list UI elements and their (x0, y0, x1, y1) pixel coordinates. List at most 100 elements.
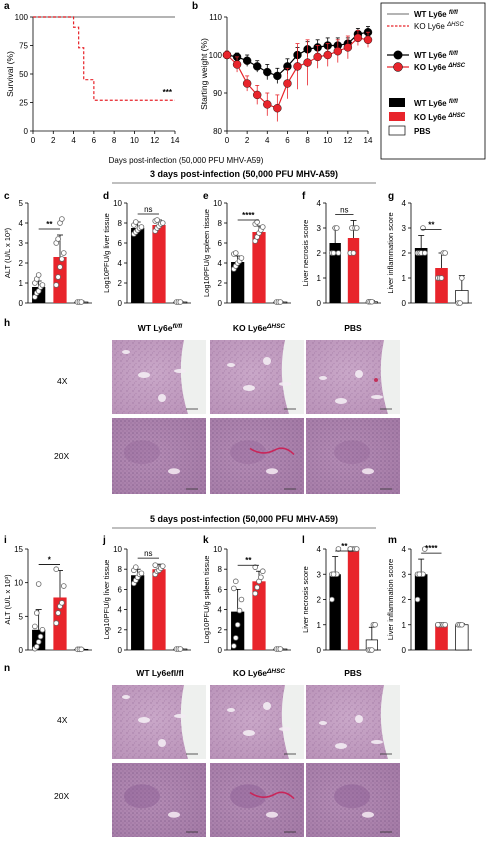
panel-letter-d: d (103, 191, 109, 202)
data-point (236, 607, 243, 614)
y-tick-label: 0 (24, 127, 29, 136)
y-tick-label: 80 (213, 127, 222, 136)
bar (231, 262, 245, 303)
data-point (59, 216, 65, 222)
bar (347, 238, 360, 303)
data-point (442, 621, 448, 628)
data-point (177, 646, 184, 652)
y-tick-label: 2 (317, 249, 322, 258)
alt-chart-day3: 0 1 2 3 4 5 ALT (U/L x 10³) ** (3, 199, 92, 308)
significance-annotation: *** (163, 88, 173, 97)
bar (435, 268, 448, 303)
vessel-lumen (263, 357, 271, 365)
data-point (263, 100, 272, 109)
x-tick-label: 8 (112, 136, 117, 145)
vessel-lumen (266, 811, 278, 818)
histology-h-20x-label: 20X (54, 451, 69, 461)
data-point (421, 250, 428, 256)
y-tick-label: 3 (402, 570, 407, 579)
y-tick-label: 100 (209, 51, 223, 60)
legend-text-bar-ko: KO Ly6e ΔHSC (414, 113, 466, 122)
panel-letter-i: i (4, 535, 7, 546)
y-tick-label: 1 (402, 274, 407, 283)
vessel-lumen (279, 727, 291, 731)
data-point (222, 50, 232, 60)
data-point (369, 298, 375, 305)
x-tick-label: 0 (31, 136, 36, 145)
significance-label: ns (340, 206, 348, 215)
y-tick-label: 2 (118, 279, 123, 288)
histology-grid-day3 (112, 340, 400, 494)
y-tick-label: 75 (19, 42, 28, 51)
data-point (78, 299, 85, 305)
x-tick-label: 8 (305, 136, 310, 145)
data-point (335, 250, 342, 256)
vessel-lumen (319, 721, 327, 725)
vessel-lumen (227, 363, 235, 367)
vessel-lumen (335, 398, 347, 404)
data-point (363, 35, 373, 44)
y-tick-label: 4 (118, 259, 123, 268)
y-tick-label: 10 (213, 545, 222, 554)
bar (53, 257, 67, 303)
y-tick-label: 1 (317, 274, 322, 283)
panel-letter-b: b (192, 1, 198, 12)
micrograph-texture (210, 418, 304, 494)
vessel-lumen (279, 382, 291, 386)
histology-n-20x-label: 20X (54, 791, 69, 801)
panel-letter-m: m (388, 535, 397, 546)
legend-text-bar-wt: WT Ly6e fl/fl (414, 99, 458, 108)
inflammation-focus (334, 440, 370, 465)
y-tick-label: 0 (19, 646, 24, 655)
data-point (154, 217, 160, 223)
x-tick-label: 14 (171, 136, 180, 145)
data-point (414, 596, 421, 603)
data-point (303, 58, 312, 67)
y-tick-label: 0 (402, 646, 407, 655)
x-tick-label: 12 (150, 136, 159, 145)
significance-label: ** (341, 542, 348, 551)
data-point (273, 71, 282, 81)
y-tick-label: 10 (113, 545, 122, 554)
data-point (323, 50, 332, 60)
x-tick-label: 14 (364, 136, 373, 145)
data-point (35, 581, 42, 587)
data-point (369, 647, 375, 653)
legend-marker-wt (393, 50, 403, 60)
vessel-lumen (174, 714, 186, 718)
y-tick-label: 2 (402, 596, 407, 605)
inflammation-focus (230, 784, 266, 809)
significance-label: ns (144, 205, 152, 214)
y-axis-label: Log10PFU/g liver tissue (102, 213, 111, 293)
y-tick-label: 10 (113, 199, 122, 208)
data-point (459, 275, 465, 281)
data-point (177, 299, 184, 305)
data-point (60, 250, 67, 256)
significance-label: ** (46, 220, 53, 229)
bar (131, 575, 145, 650)
y-tick-label: 90 (213, 89, 222, 98)
panel-letter-j: j (102, 535, 106, 546)
data-point (438, 275, 445, 281)
bar (329, 243, 341, 303)
data-point (277, 299, 284, 305)
data-point (329, 596, 335, 603)
data-point (132, 564, 139, 570)
x-tick-label: 2 (245, 136, 250, 145)
legend-text-line-wt: WT Ly6e fl/fl (414, 10, 458, 19)
y-tick-label: 0 (118, 646, 123, 655)
micrograph-texture (112, 418, 206, 494)
panel-letter-c: c (4, 191, 10, 202)
slide-background (281, 340, 304, 414)
data-point (238, 596, 245, 603)
data-point (53, 282, 60, 288)
data-point (350, 250, 357, 256)
legend-marker-ko (393, 62, 403, 72)
hemorrhage-streak (249, 791, 295, 800)
vessel-lumen (227, 708, 235, 712)
section-title-day5: 5 days post-infection (50,000 PFU MHV-A5… (150, 514, 338, 524)
data-point (252, 564, 259, 570)
